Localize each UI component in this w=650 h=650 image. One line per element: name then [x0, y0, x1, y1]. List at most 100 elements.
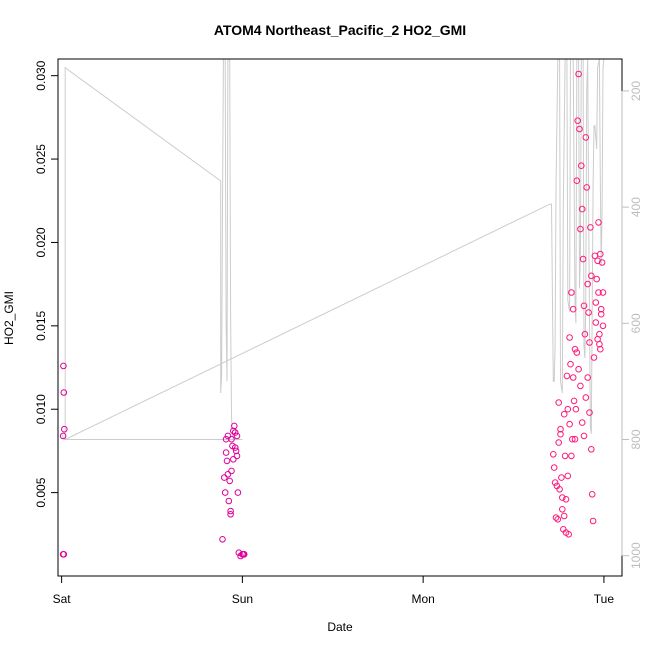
data-point: [61, 425, 68, 433]
data-point: [597, 250, 604, 258]
data-point: [573, 177, 581, 184]
data-point: [596, 340, 603, 348]
data-point: [560, 512, 568, 520]
data-point: [582, 394, 590, 401]
data-point: [221, 489, 229, 496]
data-point: [599, 289, 607, 296]
data-point: [581, 330, 589, 338]
data-point: [569, 435, 576, 443]
x-axis-label: Date: [327, 620, 353, 634]
data-point: [575, 70, 582, 78]
data-point: [588, 491, 596, 498]
data-point: [575, 365, 582, 373]
data-point: [233, 452, 241, 460]
data-point: [587, 224, 594, 231]
data-point: [578, 205, 586, 213]
data-point: [580, 302, 588, 310]
y-tick-label: 0.010: [34, 394, 48, 424]
data-point: [593, 275, 601, 283]
pressure-line: [61, 58, 605, 440]
data-point: [594, 257, 601, 265]
data-point: [233, 432, 241, 440]
y-tick-label: 0.025: [34, 144, 48, 174]
data-point: [580, 432, 588, 440]
data-point: [231, 422, 238, 430]
data-point: [555, 399, 563, 406]
data-point: [584, 374, 592, 381]
data-point: [577, 382, 584, 390]
data-point: [590, 354, 598, 361]
data-point: [224, 471, 232, 478]
data-point: [554, 516, 562, 523]
data-point: [598, 259, 606, 266]
data-point: [562, 496, 570, 503]
data-point: [583, 184, 591, 191]
data-point: [219, 536, 226, 543]
data-point: [557, 425, 564, 433]
y2-axis: 200 400 600 800 1000: [621, 81, 643, 569]
data-point: [221, 474, 228, 481]
data-point: [584, 280, 592, 288]
data-point: [227, 507, 234, 515]
data-point: [559, 506, 566, 513]
data-point: [222, 449, 230, 456]
data-point: [226, 477, 233, 485]
data-point: [225, 497, 233, 505]
x-tick-label: Tue: [594, 592, 615, 606]
data-point: [571, 345, 579, 353]
data-point: [572, 405, 580, 413]
data-point: [574, 117, 582, 124]
data-point: [228, 435, 235, 443]
data-point: [586, 409, 593, 416]
data-point: [571, 435, 579, 443]
data-point: [558, 474, 565, 481]
data-point: [227, 511, 234, 518]
y2-tick-label: 1000: [629, 542, 643, 569]
y-tick-label: 0.030: [34, 60, 48, 90]
data-point: [231, 444, 239, 451]
data-point: [576, 125, 583, 133]
data-point: [579, 255, 587, 263]
data-point: [559, 494, 566, 501]
data-point: [565, 531, 573, 538]
data-point: [552, 514, 560, 521]
data-point: [585, 309, 592, 316]
data-point: [588, 446, 595, 453]
x-tick-label: Sat: [53, 592, 72, 606]
data-point: [589, 517, 597, 525]
data-point: [592, 299, 600, 306]
data-point: [223, 457, 231, 465]
data-point: [60, 389, 68, 396]
data-point: [230, 456, 237, 463]
data-point: [578, 162, 585, 169]
data-point: [568, 289, 575, 296]
y-tick-label: 0.020: [34, 227, 48, 257]
points-layer: [59, 70, 607, 560]
data-point: [578, 419, 586, 426]
data-point: [231, 429, 239, 436]
data-point: [551, 479, 559, 486]
data-point: [564, 405, 572, 413]
data-point: [568, 452, 575, 460]
data-point: [573, 349, 581, 356]
data-point: [555, 439, 563, 446]
data-point: [577, 225, 584, 233]
y-axis-label: HO2_GMI: [2, 291, 16, 345]
y-axis: 0.005 0.010 0.015 0.020 0.025 0.030: [34, 60, 58, 508]
data-point: [234, 489, 242, 496]
data-point: [599, 322, 607, 330]
data-point: [60, 362, 67, 370]
data-point: [569, 305, 577, 313]
data-point: [567, 360, 574, 368]
data-point: [60, 551, 68, 558]
x-tick-label: Mon: [411, 592, 434, 606]
y-tick-label: 0.015: [34, 310, 48, 340]
data-point: [566, 334, 573, 341]
data-point: [563, 372, 571, 380]
data-point: [550, 464, 558, 471]
pressure-line-layer: [61, 58, 605, 440]
y2-tick-label: 400: [629, 197, 643, 217]
y-tick-label: 0.005: [34, 477, 48, 507]
data-point: [592, 319, 600, 326]
data-point: [228, 467, 235, 475]
